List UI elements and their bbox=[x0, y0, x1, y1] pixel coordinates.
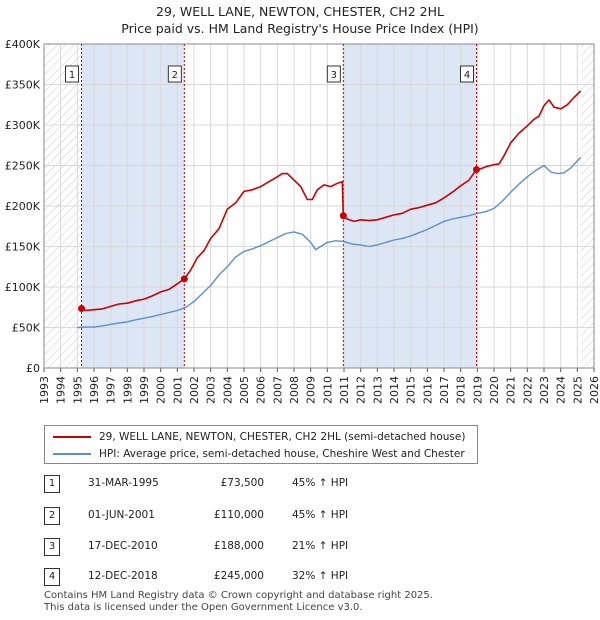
x-tick-label: 2018 bbox=[455, 376, 468, 404]
sale-row: 2 01-JUN-2001 £110,000 45% ↑ HPI bbox=[44, 507, 464, 527]
x-tick-label: 2014 bbox=[388, 376, 401, 404]
x-tick-label: 2026 bbox=[588, 376, 600, 404]
sale-date: 31-MAR-1995 bbox=[88, 477, 159, 489]
y-tick-label: £350K bbox=[5, 79, 41, 92]
x-tick-label: 2020 bbox=[488, 376, 501, 404]
x-tick-label: 2000 bbox=[155, 376, 168, 404]
y-tick-label: £300K bbox=[5, 119, 41, 132]
legend-hpi: HPI: Average price, semi-detached house,… bbox=[53, 446, 465, 462]
sale-point bbox=[78, 304, 85, 312]
sale-price: £188,000 bbox=[213, 540, 264, 552]
price-chart: £0 £50K £100K £150K £200K £250K £300K £350K £400… bbox=[5, 38, 600, 404]
sale-number-box: 1 bbox=[44, 475, 60, 493]
x-tick-label: 2010 bbox=[321, 376, 334, 404]
x-tick-label: 2007 bbox=[271, 376, 284, 404]
property-price-line bbox=[81, 90, 582, 312]
sale-label-text: 3 bbox=[331, 70, 337, 81]
x-tick-label: 2002 bbox=[188, 376, 201, 404]
y-tick-label: £200K bbox=[5, 200, 41, 213]
x-tick-label: 2012 bbox=[355, 376, 368, 404]
x-tick-label: 2003 bbox=[205, 376, 218, 404]
x-tick-label: 2005 bbox=[238, 376, 251, 404]
sale-label-text: 1 bbox=[69, 70, 75, 81]
sale-date: 12-DEC-2018 bbox=[88, 570, 158, 582]
sale-date: 01-JUN-2001 bbox=[88, 509, 155, 521]
y-tick-label: £50K bbox=[12, 322, 41, 335]
x-tick-label: 2013 bbox=[371, 376, 384, 404]
sale-label-text: 4 bbox=[464, 70, 470, 81]
sale-label-box bbox=[460, 65, 474, 83]
y-tick-label: £0 bbox=[26, 362, 40, 375]
x-tick-label: 1995 bbox=[71, 376, 84, 404]
chart-title: 29, WELL LANE, NEWTON, CHESTER, CH2 2HL bbox=[156, 4, 444, 19]
sale-row: 4 12-DEC-2018 £245,000 32% ↑ HPI bbox=[44, 568, 464, 588]
hpi-line-swatch bbox=[53, 453, 91, 455]
sale-number-box: 4 bbox=[44, 568, 60, 586]
x-tick-label: 2004 bbox=[221, 376, 234, 404]
sale-label-box bbox=[326, 65, 341, 83]
plot-frame bbox=[43, 43, 595, 369]
x-tick-label: 1999 bbox=[138, 376, 151, 404]
x-tick-label: 2016 bbox=[421, 376, 434, 404]
x-tick-label: 2001 bbox=[171, 376, 184, 404]
sale-hpi-change: 45% ↑ HPI bbox=[292, 509, 349, 521]
x-tick-label: 2019 bbox=[471, 376, 484, 404]
x-tick-label: 2008 bbox=[288, 376, 301, 404]
sale-number-box: 3 bbox=[44, 538, 60, 556]
x-tick-label: 1997 bbox=[105, 376, 118, 404]
chart-subtitle: Price paid vs. HM Land Registry's House … bbox=[121, 21, 479, 36]
x-tick-label: 1998 bbox=[121, 376, 134, 404]
x-tick-label: 2011 bbox=[338, 376, 351, 404]
sale-label-text: 2 bbox=[172, 70, 178, 81]
x-tick-label: 2025 bbox=[571, 376, 584, 404]
y-tick-label: £150K bbox=[5, 241, 41, 254]
sale-label-box bbox=[65, 65, 79, 83]
x-tick-label: 1994 bbox=[55, 376, 68, 404]
x-tick-label: 2006 bbox=[255, 376, 268, 404]
sale-point bbox=[339, 212, 347, 220]
x-tick-label: 2009 bbox=[305, 376, 318, 404]
x-tick-label: 2015 bbox=[405, 376, 418, 404]
y-tick-label: £250K bbox=[5, 160, 41, 173]
legend-property-label: 29, WELL LANE, NEWTON, CHESTER, CH2 2HL … bbox=[99, 431, 466, 443]
sale-price: £245,000 bbox=[213, 570, 264, 582]
sale-point bbox=[473, 166, 480, 174]
y-tick-label: £100K bbox=[5, 281, 41, 294]
sale-hpi-change: 21% ↑ HPI bbox=[292, 540, 349, 552]
x-tick-label: 2021 bbox=[505, 376, 518, 404]
x-tick-label: 1996 bbox=[88, 376, 101, 404]
footer-copyright: Contains HM Land Registry data © Crown c… bbox=[44, 590, 433, 601]
sale-price: £110,000 bbox=[213, 509, 264, 521]
x-tick-label: 2024 bbox=[555, 376, 568, 404]
hpi-line bbox=[77, 156, 582, 329]
sale-label-box bbox=[167, 65, 182, 83]
sale-date: 17-DEC-2010 bbox=[88, 540, 158, 552]
x-tick-label: 2022 bbox=[521, 376, 534, 404]
y-tick-label: £400K bbox=[5, 38, 41, 51]
sale-number-box: 2 bbox=[44, 507, 60, 525]
sale-hpi-change: 32% ↑ HPI bbox=[292, 570, 349, 582]
x-tick-label: 1993 bbox=[38, 376, 51, 404]
property-line-swatch bbox=[53, 436, 91, 438]
legend-hpi-label: HPI: Average price, semi-detached house,… bbox=[99, 448, 465, 460]
legend-property: 29, WELL LANE, NEWTON, CHESTER, CH2 2HL … bbox=[53, 429, 465, 445]
sale-point bbox=[180, 275, 188, 283]
footer: Contains HM Land Registry data © Crown c… bbox=[44, 590, 433, 614]
sale-row: 3 17-DEC-2010 £188,000 21% ↑ HPI bbox=[44, 538, 464, 558]
footer-licence: This data is licensed under the Open Gov… bbox=[44, 602, 363, 613]
sale-price: £73,500 bbox=[220, 477, 264, 489]
x-tick-label: 2017 bbox=[438, 376, 451, 404]
legend: 29, WELL LANE, NEWTON, CHESTER, CH2 2HL … bbox=[44, 425, 478, 464]
x-tick-label: 2023 bbox=[538, 376, 551, 404]
sale-row: 1 31-MAR-1995 £73,500 45% ↑ HPI bbox=[44, 475, 464, 495]
sale-hpi-change: 45% ↑ HPI bbox=[292, 477, 349, 489]
